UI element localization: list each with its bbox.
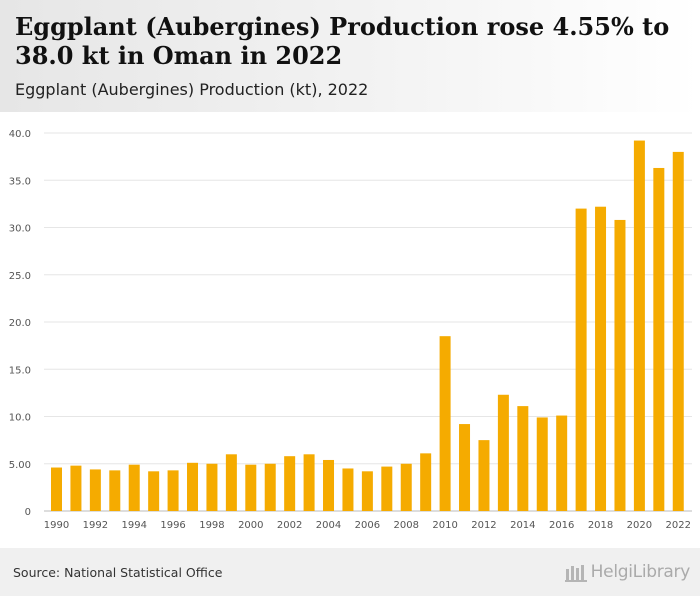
bar-2010	[439, 336, 451, 511]
x-axis-ticks: 1990 1992 1994 1996 1998 2000 2002 2004 2006 2008…	[44, 520, 691, 531]
bar-1996	[167, 470, 179, 511]
x-tick-label: 2018	[588, 520, 613, 531]
y-tick-label: 15.0	[9, 365, 31, 376]
bar-2017	[575, 208, 587, 511]
bar-2012	[478, 440, 490, 511]
bar-2001	[264, 463, 276, 511]
y-tick-label: 20.0	[9, 318, 31, 329]
bar-2022	[672, 151, 684, 511]
bar-2006	[361, 471, 373, 511]
bar-2020	[633, 140, 645, 511]
building-icon	[564, 565, 587, 582]
bar-2007	[381, 466, 393, 511]
x-tick-label: 1998	[199, 520, 224, 531]
bar-2019	[614, 219, 626, 511]
bar-2016	[556, 415, 568, 511]
bar-1993	[109, 470, 121, 511]
x-tick-label: 2014	[510, 520, 535, 531]
x-tick-label: 1990	[44, 520, 69, 531]
source-note: Source: National Statistical Office	[13, 565, 223, 580]
bar-2014	[517, 406, 529, 511]
logo-text: HelgiLibrary	[590, 562, 691, 582]
bar-1991	[70, 465, 82, 511]
bars	[51, 140, 684, 511]
x-tick-label: 1996	[160, 520, 185, 531]
bar-2008	[400, 463, 412, 511]
bar-1999	[225, 454, 237, 511]
bar-1995	[148, 471, 160, 511]
x-tick-label: 2010	[432, 520, 457, 531]
header: Eggplant (Aubergines) Production rose 4.…	[0, 0, 700, 112]
bar-2003	[303, 454, 315, 511]
x-tick-label: 2022	[666, 520, 691, 531]
x-tick-label: 1994	[121, 520, 146, 531]
bar-2004	[323, 459, 335, 511]
bar-1997	[187, 462, 199, 511]
x-tick-label: 2000	[238, 520, 263, 531]
bar-1998	[206, 463, 218, 511]
y-tick-label: 5.00	[9, 460, 31, 471]
helgi-library-logo: HelgiLibrary	[564, 558, 691, 586]
bar-2005	[342, 468, 354, 511]
bar-2015	[536, 417, 548, 511]
x-tick-label: 2012	[471, 520, 496, 531]
y-tick-label: 40.0	[9, 129, 31, 140]
bar-1990	[51, 467, 62, 511]
bar-2021	[653, 167, 665, 511]
y-tick-label: 25.0	[9, 271, 31, 282]
x-tick-label: 2006	[355, 520, 380, 531]
bar-2018	[595, 206, 607, 511]
bar-2002	[284, 456, 296, 511]
bar-1992	[89, 469, 101, 511]
bar-2009	[420, 453, 432, 511]
bar-1994	[128, 464, 140, 511]
grid-lines	[44, 132, 692, 512]
bar-2000	[245, 464, 257, 511]
bar-2011	[459, 424, 471, 511]
x-tick-label: 2016	[549, 520, 574, 531]
y-tick-label: 10.0	[9, 413, 31, 424]
footer: Source: National Statistical Office Helg…	[0, 548, 700, 596]
x-tick-label: 2008	[394, 520, 419, 531]
x-tick-label: 2020	[627, 520, 652, 531]
x-tick-label: 2002	[277, 520, 302, 531]
y-tick-label: 30.0	[9, 224, 31, 235]
bar-2013	[497, 394, 509, 511]
chart-subtitle: Eggplant (Aubergines) Production (kt), 2…	[15, 80, 369, 99]
page-title: Eggplant (Aubergines) Production rose 4.…	[15, 12, 670, 70]
x-tick-label: 2004	[316, 520, 341, 531]
y-tick-label: 0	[25, 507, 31, 518]
y-tick-label: 35.0	[9, 176, 31, 187]
x-tick-label: 1992	[83, 520, 108, 531]
y-axis-ticks: 0 5.00 10.0 15.0 20.0 25.0 30.0 35.0 40.0	[9, 129, 31, 518]
